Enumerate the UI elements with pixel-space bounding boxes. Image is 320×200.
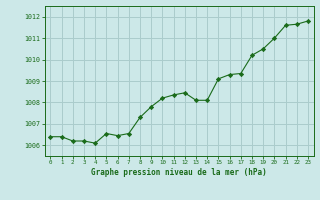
X-axis label: Graphe pression niveau de la mer (hPa): Graphe pression niveau de la mer (hPa) [91, 168, 267, 177]
